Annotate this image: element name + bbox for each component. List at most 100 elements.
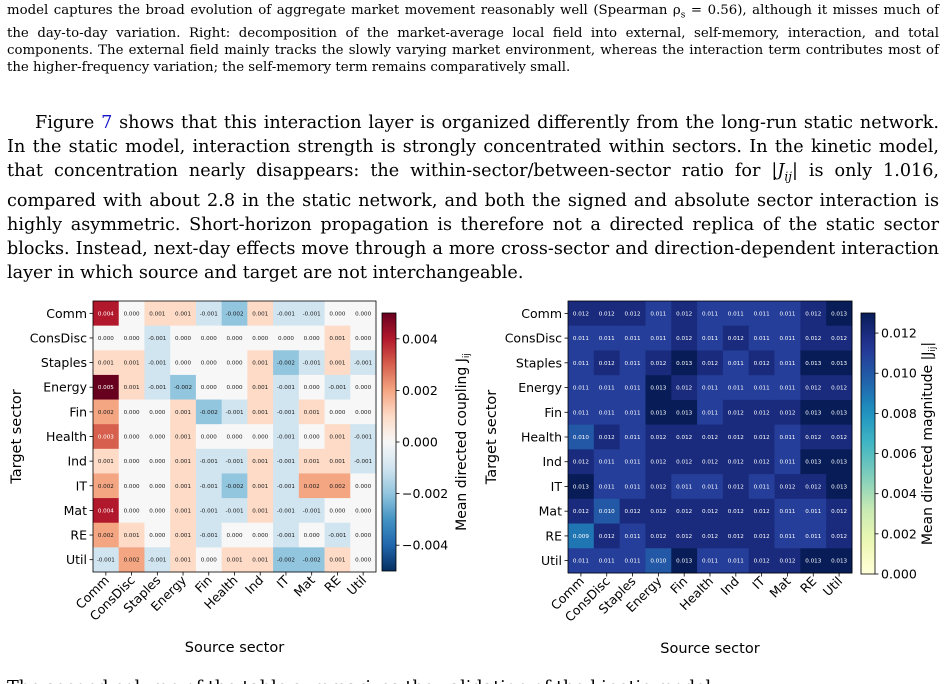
heatmap-cell: [697, 325, 724, 351]
heatmap-cell: [118, 448, 145, 474]
heatmap-cell: [118, 325, 145, 351]
cell-value-label: 0.011: [650, 336, 666, 342]
cell-value-label: 0.000: [355, 484, 371, 490]
colorbar-tick-label: 0.004: [402, 331, 438, 346]
heatmap-cell: [645, 548, 672, 574]
cell-value-label: 0.011: [779, 386, 795, 392]
cell-value-label: -0.001: [148, 558, 166, 564]
cell-value-label: -0.001: [277, 533, 295, 539]
heatmap-cell: [826, 424, 853, 450]
cell-value-label: 0.012: [754, 361, 770, 367]
heatmap-cell: [619, 449, 646, 475]
cell-value-label: 0.001: [226, 558, 242, 564]
cell-value-label: -0.001: [225, 410, 243, 416]
y-tick-label: Comm: [46, 306, 87, 321]
heatmap-cell: [826, 325, 853, 351]
heatmap-cell: [826, 350, 853, 376]
cell-value-label: 0.011: [625, 361, 641, 367]
cell-value-label: 0.011: [779, 534, 795, 540]
heatmap-cell: [645, 498, 672, 524]
heatmap-cell: [697, 301, 724, 327]
heatmap-cell: [273, 374, 300, 400]
cell-value-label: 0.012: [650, 534, 666, 540]
cell-value-label: 0.012: [831, 534, 847, 540]
cell-value-label: 0.011: [779, 336, 795, 342]
cell-value-label: 0.012: [702, 361, 718, 367]
cell-value-label: 0.011: [625, 336, 641, 342]
heatmap-cell: [144, 301, 171, 327]
cell-value-label: 0.013: [805, 361, 821, 367]
cell-value-label: 0.001: [252, 410, 268, 416]
cell-value-label: 0.000: [278, 336, 294, 342]
heatmap-cell: [671, 325, 698, 351]
heatmap-cell: [568, 498, 595, 524]
cell-value-label: 0.013: [650, 410, 666, 416]
heatmap-cell: [350, 374, 377, 400]
cell-value-label: 0.011: [779, 435, 795, 441]
heatmap-cell: [619, 548, 646, 574]
heatmap-cell: [273, 399, 300, 425]
heatmap-cell: [671, 350, 698, 376]
heatmap-cell: [774, 375, 801, 401]
cell-value-label: 0.012: [831, 336, 847, 342]
heatmap-cell: [619, 350, 646, 376]
cell-value-label: 0.000: [149, 410, 165, 416]
heatmap-cell: [324, 448, 351, 474]
heatmap-cell: [800, 325, 827, 351]
cell-value-label: 0.012: [676, 460, 692, 466]
cell-value-label: 0.012: [625, 311, 641, 317]
heatmap-cell: [826, 301, 853, 327]
cell-value-label: 0.000: [124, 336, 140, 342]
colorbar-label: Mean directed magnitude |Jij|: [920, 342, 938, 545]
x-tick-label: Ind: [242, 573, 266, 597]
cell-value-label: 0.011: [702, 311, 718, 317]
cell-value-label: 0.013: [831, 460, 847, 466]
heatmap-cell: [568, 350, 595, 376]
heatmap-cell: [593, 548, 621, 574]
cell-value-label: 0.001: [175, 410, 191, 416]
cell-value-label: -0.001: [200, 459, 218, 465]
heatmap-cell: [568, 399, 595, 426]
cell-value-label: 0.012: [650, 484, 666, 490]
cell-value-label: -0.002: [277, 558, 295, 564]
cell-value-label: 0.012: [702, 509, 718, 515]
colorbar-tick-label: 0.006: [881, 446, 917, 461]
cell-value-label: 0.012: [728, 435, 744, 441]
cell-value-label: 0.012: [805, 386, 821, 392]
figure-reference-link[interactable]: 7: [101, 113, 113, 133]
heatmap-cell: [722, 375, 750, 401]
cell-value-label: 0.012: [676, 386, 692, 392]
cell-value-label: 0.012: [625, 509, 641, 515]
heatmap-cell: [221, 350, 248, 376]
heatmap-cell: [568, 424, 595, 450]
y-tick-label: Ind: [542, 454, 562, 469]
heatmap-cell: [170, 424, 197, 450]
x-tick-label: Mat: [291, 572, 318, 599]
cell-value-label: 0.013: [805, 410, 821, 416]
heatmap-cell: [826, 399, 853, 426]
heatmap-cell: [221, 374, 248, 400]
cell-value-label: 0.011: [625, 460, 641, 466]
y-tick-label: ConsDisc: [30, 330, 87, 345]
cell-value-label: 0.012: [831, 435, 847, 441]
cell-value-label: 0.010: [650, 559, 666, 565]
heatmap-cell: [350, 473, 377, 499]
cell-value-label: 0.011: [573, 386, 589, 392]
cell-value-label: 0.011: [599, 386, 615, 392]
cell-value-label: 0.011: [805, 534, 821, 540]
jij-subscript: ij: [784, 169, 792, 184]
cell-value-label: 0.012: [676, 336, 692, 342]
cell-value-label: 0.012: [728, 509, 744, 515]
heatmap-cell: [350, 547, 377, 573]
cell-value-label: 0.012: [754, 534, 770, 540]
cell-value-label: 0.000: [355, 336, 371, 342]
heatmap-cell: [324, 424, 351, 450]
cell-value-label: 0.001: [329, 459, 345, 465]
heatmap-cell: [273, 424, 300, 450]
heatmap-cell: [324, 522, 351, 548]
para-text-b: | is only 1.016, compared with about 2.8…: [7, 161, 940, 283]
cell-value-label: 0.011: [702, 559, 718, 565]
cell-value-label: 0.010: [599, 509, 615, 515]
colorbar-tick-label: −0.004: [402, 538, 448, 553]
colorbar-tick-label: 0.000: [881, 567, 917, 582]
